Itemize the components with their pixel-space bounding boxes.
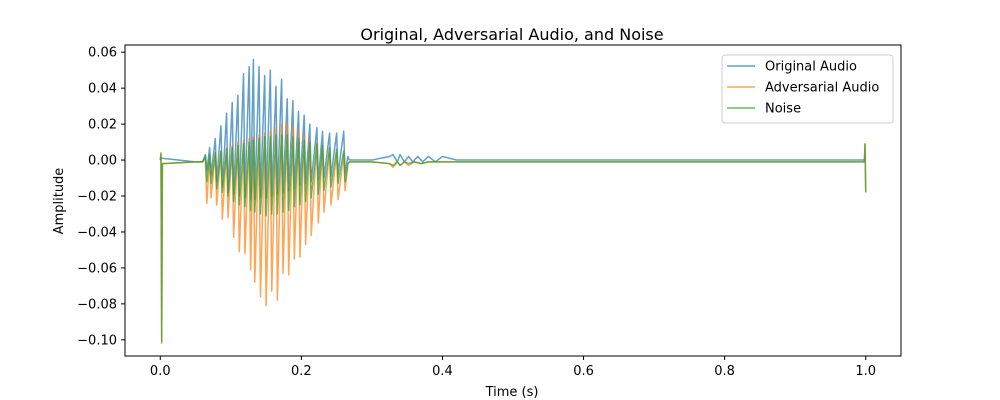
x-tick-label: 1.0 xyxy=(855,364,876,379)
x-tick-label: 0.8 xyxy=(714,364,735,379)
legend-box xyxy=(721,54,894,124)
y-tick-label: 0.06 xyxy=(88,46,117,61)
x-tick-label: 0.0 xyxy=(150,364,171,379)
y-axis: −0.10 −0.08 −0.06 −0.04 −0.02 0.00 0.02 0.04 0.0… xyxy=(77,46,125,348)
y-tick-label: −0.04 xyxy=(77,225,117,240)
legend-entries: Original Audio Adversarial Audio Noise xyxy=(727,60,879,117)
legend-label-2: Adversarial Audio xyxy=(765,81,879,96)
x-axis-label: Time (s) xyxy=(485,385,539,400)
y-tick-label: 0.02 xyxy=(88,118,117,133)
legend-label-3: Noise xyxy=(765,102,801,117)
y-axis-label: Amplitude xyxy=(52,168,67,235)
legend-label-1: Original Audio xyxy=(765,60,857,75)
series-layer xyxy=(159,58,867,345)
y-tick-label: −0.08 xyxy=(77,297,117,312)
x-tick-label: 0.4 xyxy=(432,364,453,379)
x-tick-label: 0.2 xyxy=(291,364,312,379)
plot-frame xyxy=(124,44,902,357)
y-tick-label: −0.02 xyxy=(77,190,117,205)
y-tick-label: −0.10 xyxy=(77,333,117,348)
x-axis: 0.0 0.2 0.4 0.6 0.8 1.0 xyxy=(150,356,876,379)
y-tick-label: −0.06 xyxy=(77,261,117,276)
chart-title: Original, Adversarial Audio, and Noise xyxy=(360,25,663,44)
plot-area xyxy=(124,44,902,357)
series-line-3 xyxy=(159,134,867,343)
y-tick-label: 0.04 xyxy=(88,82,117,97)
y-tick-label: 0.00 xyxy=(88,154,117,169)
legend: Original Audio Adversarial Audio Noise xyxy=(721,54,894,124)
x-tick-label: 0.6 xyxy=(573,364,594,379)
